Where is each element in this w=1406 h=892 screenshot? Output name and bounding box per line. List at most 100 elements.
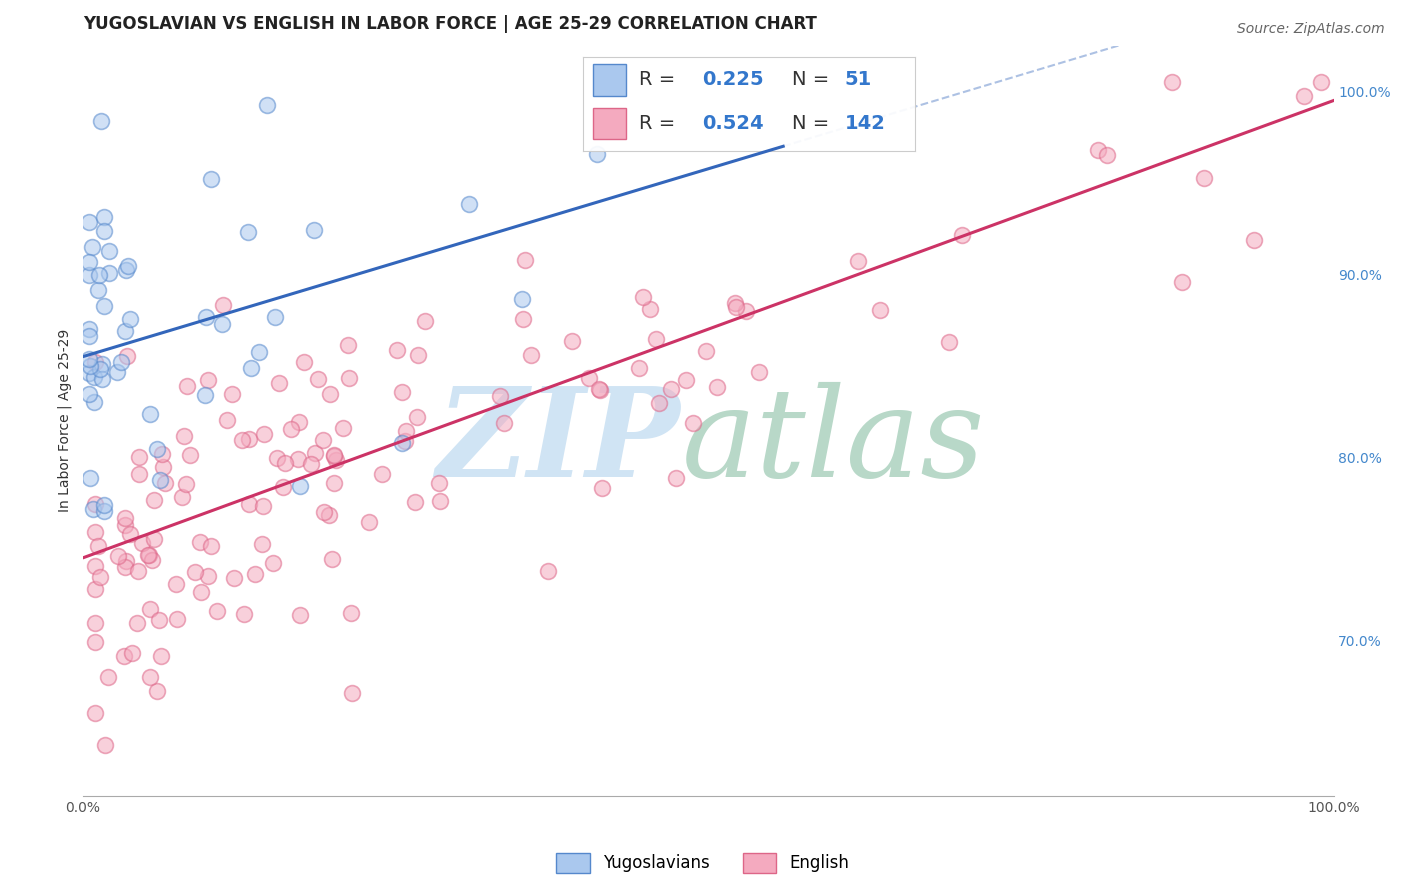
Point	[128, 467, 150, 481]
Point	[256, 97, 278, 112]
Point	[112, 649, 135, 664]
Point	[748, 365, 770, 379]
Point	[645, 332, 668, 346]
Point	[288, 479, 311, 493]
Point	[253, 426, 276, 441]
Point	[240, 361, 263, 376]
Point	[1160, 75, 1182, 89]
Point	[77, 322, 100, 336]
Point	[114, 324, 136, 338]
Point	[391, 435, 413, 450]
Point	[404, 494, 426, 508]
Point	[173, 428, 195, 442]
Point	[139, 670, 162, 684]
Text: ZIP: ZIP	[436, 383, 681, 504]
Point	[79, 359, 101, 373]
Point	[302, 223, 325, 237]
Point	[512, 312, 534, 326]
Point	[211, 317, 233, 331]
Point	[725, 301, 748, 315]
Text: Source: ZipAtlas.com: Source: ZipAtlas.com	[1237, 22, 1385, 37]
Point	[93, 224, 115, 238]
Point	[115, 553, 138, 567]
Point	[427, 475, 450, 490]
Point	[194, 310, 217, 324]
Point	[325, 453, 347, 467]
Point	[166, 612, 188, 626]
Point	[83, 395, 105, 409]
Point	[648, 396, 671, 410]
Point	[1243, 233, 1265, 247]
Point	[117, 259, 139, 273]
Point	[110, 355, 132, 369]
Point	[77, 351, 100, 366]
Point	[174, 477, 197, 491]
Point	[280, 422, 302, 436]
Point	[97, 244, 120, 258]
Point	[415, 314, 437, 328]
Point	[84, 706, 107, 721]
Point	[247, 344, 270, 359]
Point	[271, 480, 294, 494]
Point	[93, 299, 115, 313]
Point	[1310, 75, 1333, 89]
Point	[84, 582, 107, 596]
Point	[322, 449, 344, 463]
Point	[87, 283, 110, 297]
Point	[131, 536, 153, 550]
Point	[77, 367, 100, 381]
Point	[93, 498, 115, 512]
Point	[150, 447, 173, 461]
Point	[221, 387, 243, 401]
Point	[236, 225, 259, 239]
Point	[90, 357, 112, 371]
Point	[869, 303, 891, 318]
Point	[77, 386, 100, 401]
Text: YUGOSLAVIAN VS ENGLISH IN LABOR FORCE | AGE 25-29 CORRELATION CHART: YUGOSLAVIAN VS ENGLISH IN LABOR FORCE | …	[83, 15, 817, 33]
Point	[322, 448, 344, 462]
Point	[332, 421, 354, 435]
Point	[127, 564, 149, 578]
Point	[93, 503, 115, 517]
Point	[170, 490, 193, 504]
Point	[145, 442, 167, 456]
Point	[510, 292, 533, 306]
Point	[238, 497, 260, 511]
Point	[150, 648, 173, 663]
Point	[292, 355, 315, 369]
Point	[89, 362, 111, 376]
Point	[238, 432, 260, 446]
Point	[84, 615, 107, 630]
Point	[307, 371, 329, 385]
Point	[287, 452, 309, 467]
Point	[950, 227, 973, 242]
Point	[489, 389, 512, 403]
Point	[1192, 170, 1215, 185]
Point	[695, 343, 717, 358]
Point	[176, 379, 198, 393]
Y-axis label: In Labor Force | Age 25-29: In Labor Force | Age 25-29	[58, 329, 72, 512]
Point	[190, 585, 212, 599]
Point	[406, 409, 429, 424]
Point	[139, 602, 162, 616]
Point	[938, 335, 960, 350]
Point	[222, 571, 245, 585]
Point	[627, 360, 650, 375]
Point	[848, 254, 870, 268]
Point	[77, 255, 100, 269]
Point	[179, 448, 201, 462]
Point	[93, 210, 115, 224]
Point	[591, 481, 613, 495]
Point	[84, 525, 107, 540]
Point	[371, 467, 394, 481]
Point	[724, 295, 747, 310]
Point	[321, 551, 343, 566]
Point	[520, 348, 543, 362]
Point	[245, 566, 267, 581]
Point	[82, 240, 104, 254]
Point	[675, 373, 697, 387]
Point	[84, 559, 107, 574]
Point	[188, 535, 211, 549]
Point	[90, 114, 112, 128]
Point	[207, 605, 229, 619]
